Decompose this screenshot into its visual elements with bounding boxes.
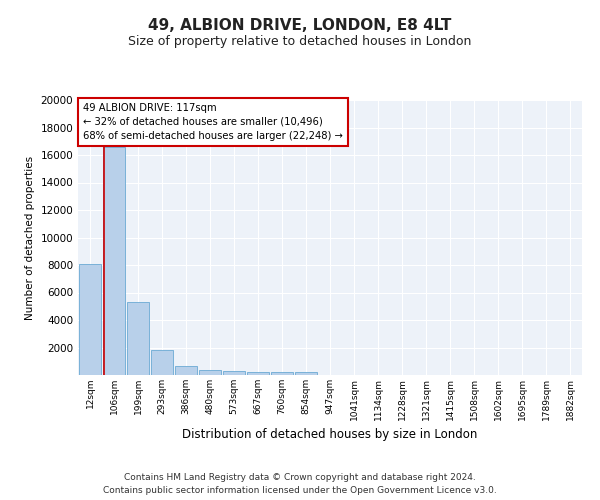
Bar — [295, 372, 317, 375]
Text: Contains HM Land Registry data © Crown copyright and database right 2024.: Contains HM Land Registry data © Crown c… — [124, 472, 476, 482]
Bar — [79, 264, 101, 375]
X-axis label: Distribution of detached houses by size in London: Distribution of detached houses by size … — [182, 428, 478, 441]
Text: 49 ALBION DRIVE: 117sqm
← 32% of detached houses are smaller (10,496)
68% of sem: 49 ALBION DRIVE: 117sqm ← 32% of detache… — [83, 103, 343, 141]
Bar — [223, 372, 245, 375]
Bar — [271, 372, 293, 375]
Bar — [127, 302, 149, 375]
Bar — [247, 372, 269, 375]
Bar — [175, 366, 197, 375]
Text: Contains public sector information licensed under the Open Government Licence v3: Contains public sector information licen… — [103, 486, 497, 495]
Bar — [151, 350, 173, 375]
Y-axis label: Number of detached properties: Number of detached properties — [25, 156, 35, 320]
Text: 49, ALBION DRIVE, LONDON, E8 4LT: 49, ALBION DRIVE, LONDON, E8 4LT — [148, 18, 452, 32]
Text: Size of property relative to detached houses in London: Size of property relative to detached ho… — [128, 35, 472, 48]
Bar — [199, 370, 221, 375]
Bar — [103, 147, 125, 375]
